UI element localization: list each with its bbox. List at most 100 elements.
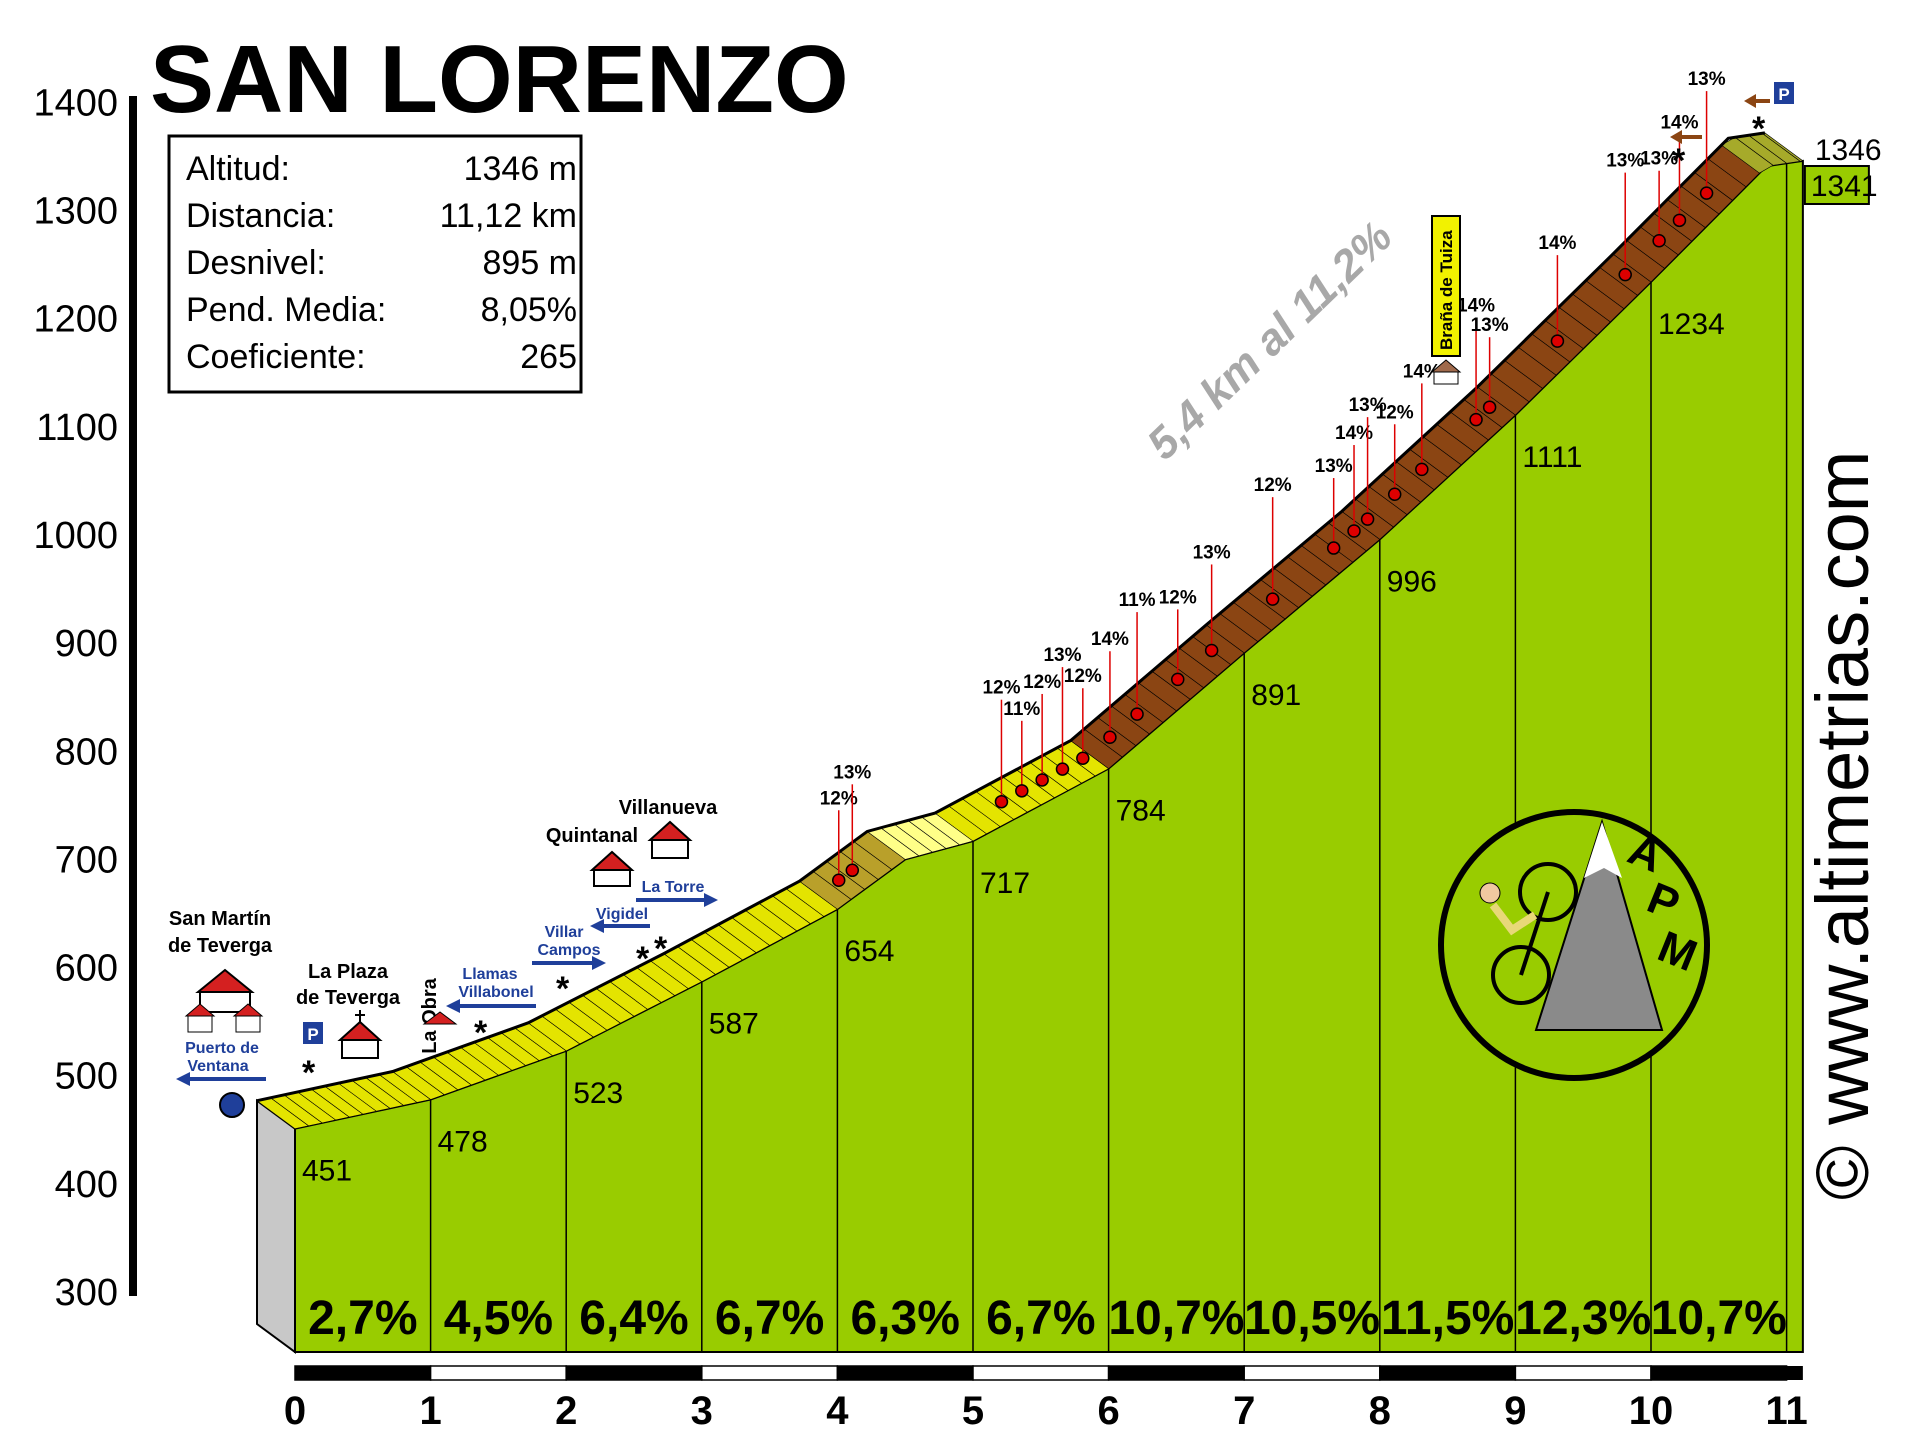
gradient-marker-label: 12%: [1376, 402, 1414, 423]
x-axis-bar-segment: [1514, 1365, 1652, 1381]
x-tick-label: 11: [1765, 1389, 1807, 1433]
x-tick-label: 3: [691, 1389, 713, 1433]
info-distance-value: 11,12 km: [440, 197, 577, 235]
gradient-marker-label: 12%: [1254, 475, 1292, 496]
elevation-label: 784: [1116, 795, 1166, 828]
gradient-marker-label: 11%: [1003, 699, 1040, 720]
road-sign-text: Villar: [545, 924, 584, 941]
elevation-label: 996: [1387, 565, 1437, 598]
place-name: La Obra: [419, 977, 441, 1053]
road-sign-vigidel: Vigidel *: [590, 906, 650, 978]
place-la-plaza: La Plaza de Teverga P *: [296, 961, 401, 1092]
y-tick-label: 1400: [33, 82, 118, 124]
x-axis-bar-segment: [1650, 1365, 1788, 1381]
info-elevation-gain-value: 895 m: [483, 244, 578, 282]
village-icon: [647, 820, 693, 841]
gradient-marker-label: 14%: [1457, 296, 1495, 317]
x-axis-bar-segment: [294, 1365, 432, 1381]
gradient-marker-dot: [1130, 707, 1144, 721]
info-coefficient-value: 265: [520, 338, 577, 376]
x-axis-bar-segment: [1379, 1365, 1517, 1381]
gradient-marker-label: 12%: [820, 788, 858, 809]
church-icon: [337, 1010, 383, 1059]
y-tick-label: 900: [55, 623, 118, 665]
gradient-marker-label: 13%: [833, 762, 871, 783]
elevation-label: 654: [844, 935, 894, 968]
gradient-marker-dot: [1076, 751, 1090, 765]
gradient-marker-dot: [1170, 672, 1185, 687]
elevation-label: 1341: [1811, 170, 1878, 203]
segment-gradient-label: 4,5%: [444, 1292, 553, 1345]
gradient-marker-label: 13%: [1315, 456, 1353, 477]
house-icon: [422, 1011, 458, 1025]
elevation-label: 1111: [1522, 441, 1582, 474]
gradient-marker-label: 13%: [1193, 542, 1231, 563]
summit-icons: P * *: [1670, 82, 1794, 180]
arrow-left-icon: [590, 919, 650, 933]
elevation-label: 523: [573, 1077, 623, 1110]
x-tick-label: 2: [555, 1389, 577, 1433]
info-average-gradient-label: Pend. Media:: [186, 291, 386, 329]
arrow-left-icon: [1670, 130, 1702, 144]
parking-icon: [1774, 82, 1794, 104]
x-axis-bar-segment: [1786, 1366, 1803, 1380]
gradient-marker-label: 14%: [1403, 361, 1441, 382]
gradient-marker-dot: [1618, 267, 1632, 282]
profile-side-face: [256, 1098, 296, 1354]
info-average-gradient-value: 8,05%: [481, 291, 577, 329]
gradient-marker-dot: [1055, 762, 1070, 776]
gradient-marker-label: 12%: [1159, 587, 1197, 608]
place-quintanal: Quintanal: [546, 825, 638, 887]
segment-gradient-labels: 2,7% 4,5% 6,4% 6,7% 6,3% 6,7% 10,7% 10,5% 11,5% 1…: [308, 1292, 1787, 1345]
gradient-marker-label: 12%: [982, 678, 1020, 699]
arrow-left-icon: [1744, 94, 1770, 108]
gradient-marker-label: 14%: [1335, 423, 1373, 444]
elevation-label: 587: [709, 1008, 759, 1041]
gradient-marker-label: 14%: [1538, 233, 1576, 254]
parking-icon: P: [303, 1022, 323, 1044]
x-tick-label: 1: [419, 1389, 441, 1433]
road-sign-text: Villabonel: [458, 984, 533, 1001]
gradient-marker-label: 13%: [1043, 645, 1081, 666]
place-name-line1: La Plaza: [308, 961, 389, 983]
x-axis-bar-segment: [1107, 1365, 1245, 1381]
viewpoint-star-icon: *: [1752, 110, 1766, 148]
arrow-left-icon: [446, 999, 536, 1013]
segment-gradient-label: 10,7%: [1651, 1292, 1787, 1345]
x-axis-bar-segment: [972, 1365, 1110, 1381]
road-band-top-edge: [256, 131, 1766, 1103]
place-san-martin: San Martín de Teverga: [168, 908, 273, 1033]
y-tick-label: 1200: [33, 299, 118, 341]
gradient-marker-label: 13%: [1471, 315, 1509, 336]
x-tick-label: 6: [1097, 1389, 1119, 1433]
x-tick-label: 0: [284, 1389, 306, 1433]
place-villanueva: Villanueva: [619, 797, 718, 859]
gradient-marker-dot: [1103, 730, 1117, 744]
gradient-marker-dot: [1035, 773, 1049, 787]
place-name: Villanueva: [619, 797, 718, 819]
roundabout-icon: [219, 1092, 245, 1118]
elevation-label: 717: [980, 867, 1030, 900]
gradient-marker-label: 14%: [1091, 629, 1129, 650]
segment-gradient-label: 10,5%: [1244, 1292, 1380, 1345]
y-axis-ticks: 300 400 500 600 700 800 900 1000 1100 1200 1300 140…: [33, 82, 118, 1314]
segment-gradient-label: 6,7%: [715, 1292, 824, 1345]
viewpoint-star-icon: *: [556, 970, 570, 1008]
segment-gradient-label: 6,7%: [986, 1292, 1095, 1345]
segment-gradient-label: 12,3%: [1515, 1292, 1651, 1345]
gradient-marker-dot: [831, 873, 846, 888]
info-altitude-label: Altitud:: [186, 150, 290, 188]
place-name-line2: de Teverga: [296, 987, 401, 1009]
y-tick-label: 400: [55, 1164, 118, 1206]
x-tick-label: 4: [826, 1389, 849, 1433]
y-tick-label: 600: [55, 948, 118, 990]
y-tick-label: 300: [55, 1272, 118, 1314]
gradient-marker-dot: [1415, 462, 1429, 477]
svg-text:P: P: [307, 1025, 318, 1044]
gradient-marker-label: 13%: [1606, 151, 1644, 172]
gradient-marker-dot: [1672, 213, 1687, 228]
x-axis-bar-segment: [1243, 1365, 1381, 1381]
road-sign-villar: Villar Campos *: [532, 924, 606, 1008]
y-tick-label: 700: [55, 839, 118, 881]
